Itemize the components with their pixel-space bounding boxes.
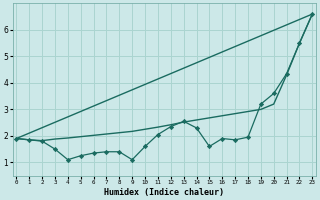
X-axis label: Humidex (Indice chaleur): Humidex (Indice chaleur) (104, 188, 224, 197)
